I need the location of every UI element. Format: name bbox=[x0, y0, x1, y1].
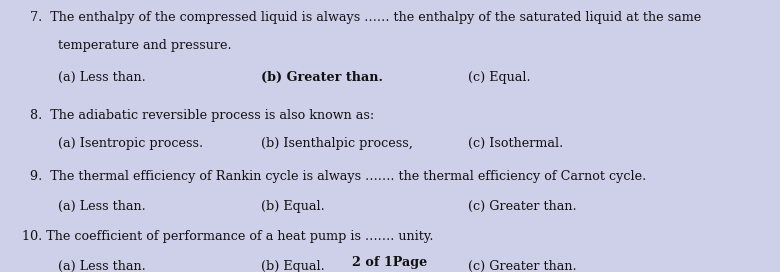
Text: (b) Equal.: (b) Equal. bbox=[261, 200, 325, 213]
Text: 8.  The adiabatic reversible process is also known as:: 8. The adiabatic reversible process is a… bbox=[30, 109, 374, 122]
Text: 10. The coefficient of performance of a heat pump is ……. unity.: 10. The coefficient of performance of a … bbox=[22, 230, 434, 243]
Text: (b) Greater than.: (b) Greater than. bbox=[261, 71, 383, 84]
Text: (c) Equal.: (c) Equal. bbox=[468, 71, 530, 84]
Text: (c) Isothermal.: (c) Isothermal. bbox=[468, 137, 563, 150]
Text: (a) Less than.: (a) Less than. bbox=[58, 71, 147, 84]
Text: (a) Less than.: (a) Less than. bbox=[58, 260, 147, 272]
Text: 7.  The enthalpy of the compressed liquid is always …… the enthalpy of the satur: 7. The enthalpy of the compressed liquid… bbox=[30, 11, 701, 24]
Text: (b) Isenthalpic process,: (b) Isenthalpic process, bbox=[261, 137, 413, 150]
Text: temperature and pressure.: temperature and pressure. bbox=[58, 39, 232, 52]
Text: (b) Equal.: (b) Equal. bbox=[261, 260, 325, 272]
Text: 2 of 1Page: 2 of 1Page bbox=[353, 256, 427, 269]
Text: (c) Greater than.: (c) Greater than. bbox=[468, 260, 576, 272]
Text: (a) Less than.: (a) Less than. bbox=[58, 200, 147, 213]
Text: (c) Greater than.: (c) Greater than. bbox=[468, 200, 576, 213]
Text: (a) Isentropic process.: (a) Isentropic process. bbox=[58, 137, 204, 150]
Text: 9.  The thermal efficiency of Rankin cycle is always ……. the thermal efficiency : 9. The thermal efficiency of Rankin cycl… bbox=[30, 170, 646, 183]
